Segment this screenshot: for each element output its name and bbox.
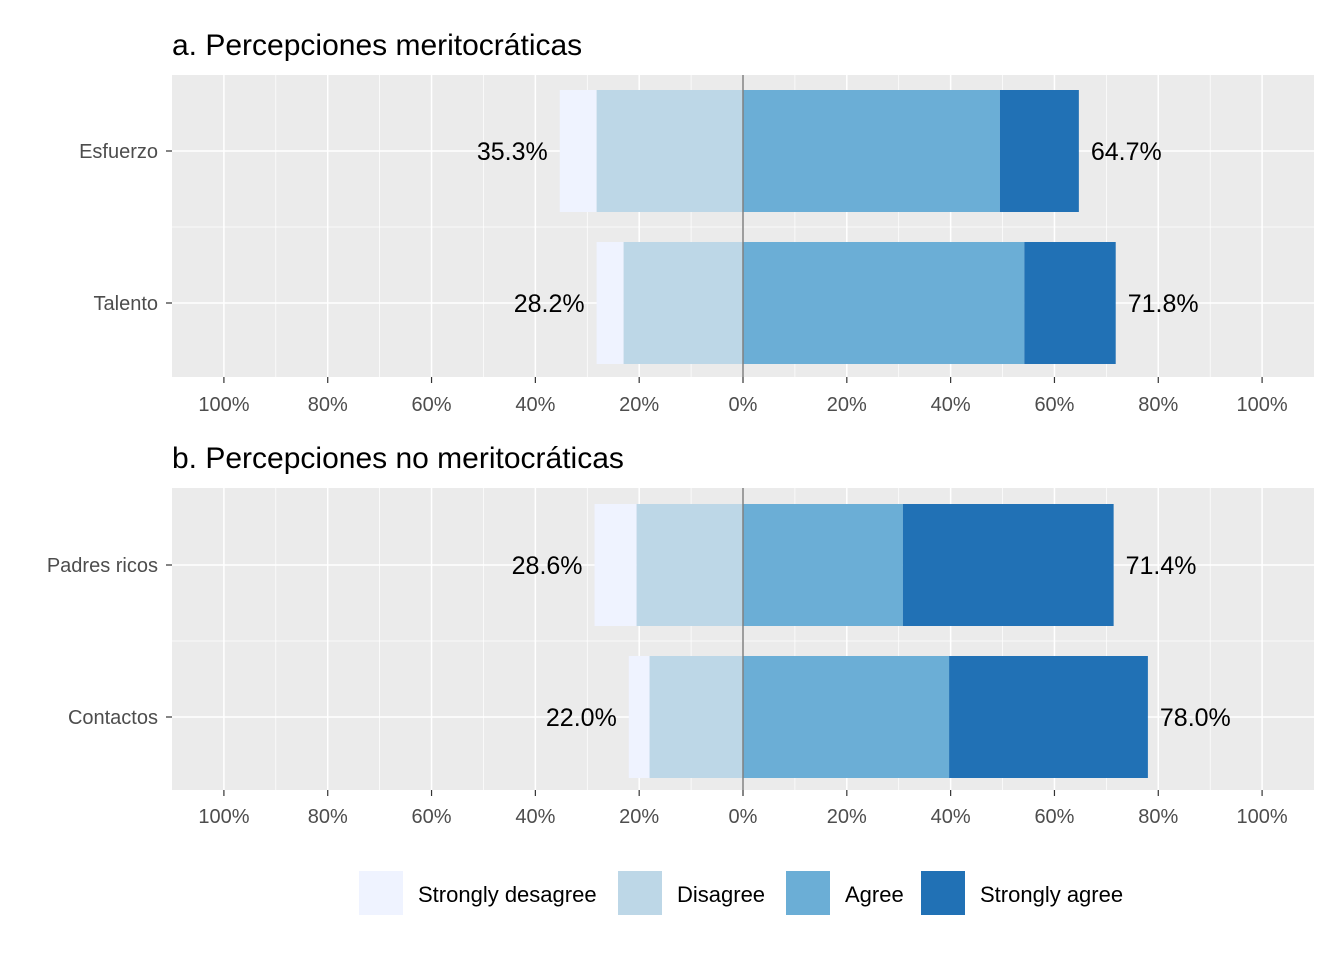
legend-key	[921, 871, 965, 915]
negative-total-label: 28.2%	[514, 290, 585, 318]
x-tick-label: 20%	[619, 806, 659, 828]
legend-item: Agree	[786, 871, 904, 915]
x-tick-label: 60%	[1034, 806, 1074, 828]
x-tick-label: 40%	[515, 806, 555, 828]
x-tick-label: 80%	[308, 806, 348, 828]
legend-item: Strongly agree	[921, 871, 1123, 915]
positive-total-label: 78.0%	[1160, 704, 1231, 732]
panel-title: a. Percepciones meritocráticas	[172, 29, 582, 62]
legend-label: Agree	[845, 882, 904, 907]
negative-total-label: 22.0%	[546, 704, 617, 732]
negative-total-label: 35.3%	[477, 138, 548, 166]
x-tick-label: 0%	[729, 806, 758, 828]
legend-label: Strongly agree	[980, 882, 1123, 907]
legend-key	[618, 871, 662, 915]
x-tick-label: 60%	[1034, 394, 1074, 416]
bar-strongly-agree	[999, 90, 1079, 212]
negative-total-label: 28.6%	[512, 552, 583, 580]
panel-1: b. Percepciones no meritocráticas 28.6% 71…	[47, 442, 1314, 828]
x-tick-label: 100%	[1237, 806, 1288, 828]
bar-disagree	[596, 90, 743, 212]
legend-key	[786, 871, 830, 915]
bar-disagree	[623, 242, 743, 364]
x-tick-label: 100%	[198, 806, 249, 828]
category-label: Contactos	[68, 707, 158, 729]
positive-total-label: 71.4%	[1126, 552, 1197, 580]
bar-disagree	[649, 656, 743, 778]
bar-strongly-disagree	[596, 242, 624, 364]
legend-item: Strongly desagree	[359, 871, 597, 915]
x-tick-label: 20%	[827, 394, 867, 416]
category-label: Esfuerzo	[79, 141, 158, 163]
x-tick-label: 40%	[931, 806, 971, 828]
bar-strongly-disagree	[559, 90, 597, 212]
x-tick-label: 100%	[198, 394, 249, 416]
bar-strongly-disagree	[594, 504, 637, 626]
bar-strongly-disagree	[628, 656, 650, 778]
bar-strongly-agree	[902, 504, 1114, 626]
legend-label: Strongly desagree	[418, 882, 597, 907]
bar-disagree	[636, 504, 743, 626]
bar-agree	[743, 242, 1025, 364]
panel-title: b. Percepciones no meritocráticas	[172, 442, 624, 475]
x-tick-label: 100%	[1237, 394, 1288, 416]
bar-strongly-agree	[949, 656, 1148, 778]
legend: Strongly desagree Disagree Agree Strongly a…	[359, 871, 1123, 915]
x-tick-label: 20%	[619, 394, 659, 416]
x-tick-label: 40%	[931, 394, 971, 416]
bar-strongly-agree	[1024, 242, 1116, 364]
bar-agree	[743, 656, 950, 778]
x-tick-label: 60%	[412, 806, 452, 828]
legend-key	[359, 871, 403, 915]
chart-panels: a. Percepciones meritocráticas 35.3% 64.7%…	[47, 29, 1314, 828]
legend-item: Disagree	[618, 871, 765, 915]
x-tick-label: 20%	[827, 806, 867, 828]
panel-0: a. Percepciones meritocráticas 35.3% 64.7%…	[79, 29, 1314, 416]
positive-total-label: 64.7%	[1091, 138, 1162, 166]
x-tick-label: 80%	[308, 394, 348, 416]
category-label: Padres ricos	[47, 555, 158, 577]
x-tick-label: 80%	[1138, 806, 1178, 828]
x-tick-label: 40%	[515, 394, 555, 416]
x-tick-label: 60%	[412, 394, 452, 416]
x-tick-label: 80%	[1138, 394, 1178, 416]
category-label: Talento	[94, 293, 159, 315]
bar-agree	[743, 90, 1000, 212]
bar-agree	[743, 504, 903, 626]
legend-label: Disagree	[677, 882, 765, 907]
x-tick-label: 0%	[729, 394, 758, 416]
positive-total-label: 71.8%	[1128, 290, 1199, 318]
